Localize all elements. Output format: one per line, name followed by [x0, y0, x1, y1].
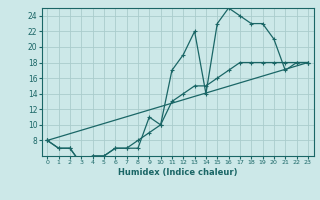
X-axis label: Humidex (Indice chaleur): Humidex (Indice chaleur)	[118, 168, 237, 177]
